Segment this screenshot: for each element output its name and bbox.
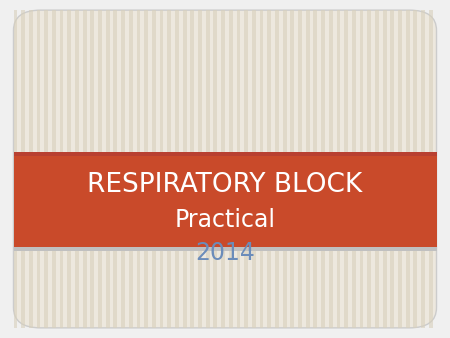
Bar	[98, 10, 102, 328]
Bar	[244, 10, 248, 328]
Bar	[44, 10, 48, 328]
Bar	[136, 10, 140, 328]
Bar	[14, 152, 436, 156]
Bar	[160, 10, 163, 328]
Bar	[237, 10, 240, 328]
Bar	[329, 10, 333, 328]
Bar	[152, 10, 156, 328]
Bar	[360, 10, 364, 328]
Bar	[121, 10, 125, 328]
Bar	[367, 10, 371, 328]
Bar	[221, 10, 225, 328]
Bar	[175, 10, 179, 328]
Bar	[290, 10, 294, 328]
Bar	[36, 10, 40, 328]
Bar	[414, 10, 417, 328]
Bar	[60, 10, 63, 328]
Bar	[352, 10, 356, 328]
Bar	[252, 10, 256, 328]
Bar	[429, 10, 432, 328]
Bar	[14, 152, 436, 247]
Bar	[375, 10, 379, 328]
Bar	[283, 10, 287, 328]
Bar	[321, 10, 325, 328]
Bar	[421, 10, 425, 328]
Bar	[190, 10, 194, 328]
Bar	[213, 10, 217, 328]
Bar	[344, 10, 348, 328]
Bar	[52, 10, 56, 328]
FancyBboxPatch shape	[14, 10, 436, 328]
Bar	[314, 10, 317, 328]
Bar	[206, 10, 210, 328]
Bar	[29, 10, 33, 328]
Bar	[275, 10, 279, 328]
Bar	[106, 10, 110, 328]
Bar	[382, 10, 387, 328]
Bar	[167, 10, 171, 328]
Text: Practical: Practical	[175, 208, 275, 232]
Bar	[390, 10, 394, 328]
Bar	[144, 10, 148, 328]
Bar	[306, 10, 310, 328]
Bar	[337, 10, 340, 328]
Bar	[90, 10, 94, 328]
Bar	[229, 10, 233, 328]
Bar	[406, 10, 410, 328]
Bar	[198, 10, 202, 328]
Bar	[260, 10, 263, 328]
Bar	[83, 10, 86, 328]
Bar	[129, 10, 133, 328]
Bar	[267, 10, 271, 328]
Bar	[21, 10, 25, 328]
Text: 2014: 2014	[195, 241, 255, 266]
Bar	[14, 10, 18, 328]
Bar	[298, 10, 302, 328]
Bar	[398, 10, 402, 328]
Bar	[75, 10, 79, 328]
Text: RESPIRATORY BLOCK: RESPIRATORY BLOCK	[87, 172, 363, 198]
Bar	[113, 10, 117, 328]
Bar	[68, 10, 71, 328]
Bar	[14, 247, 436, 251]
Bar	[183, 10, 187, 328]
